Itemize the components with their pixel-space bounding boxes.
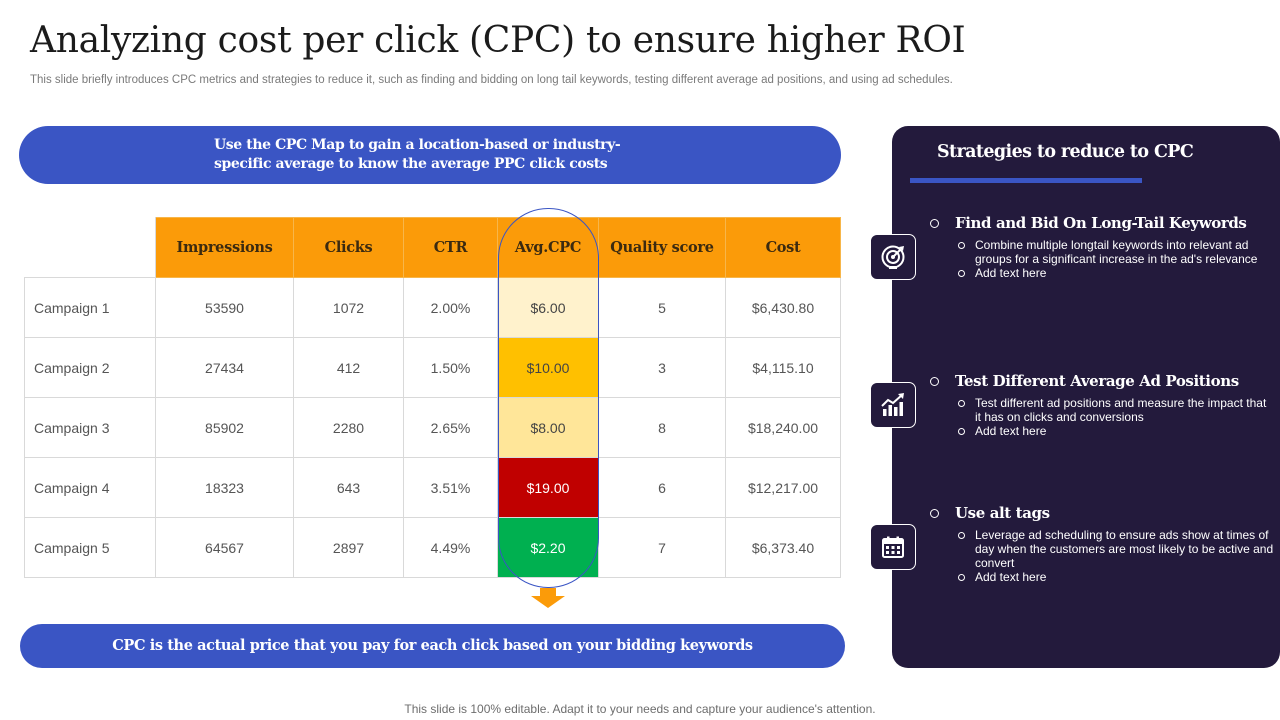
campaign-name: Campaign 3 — [24, 397, 156, 458]
strategy-item: Find and Bid On Long-Tail Keywords Combi… — [930, 214, 1275, 280]
top-banner-text: Use the CPC Map to gain a location-based… — [214, 137, 621, 172]
strategy-heading: Find and Bid On Long-Tail Keywords — [955, 214, 1247, 232]
strategy-heading: Use alt tags — [955, 504, 1050, 522]
cost-cell: $18,240.00 — [725, 397, 841, 458]
impressions-cell: 85902 — [155, 397, 294, 458]
header-impressions: Impressions — [155, 217, 294, 278]
bullet-icon — [930, 218, 939, 228]
cpc-table: Impressions Clicks CTR Avg.CPC Quality s… — [24, 217, 841, 578]
table-row: Campaign 3 85902 2280 2.65% $8.00 8 $18,… — [24, 397, 841, 458]
campaign-name: Campaign 5 — [24, 517, 156, 578]
clicks-cell: 1072 — [293, 277, 404, 338]
quality-score-cell: 5 — [598, 277, 726, 338]
strategy-heading: Test Different Average Ad Positions — [955, 372, 1239, 390]
table-row: Campaign 5 64567 2897 4.49% $2.20 7 $6,3… — [24, 517, 841, 578]
growth-chart-icon — [870, 382, 916, 428]
table-corner-cell — [24, 217, 156, 278]
calendar-icon — [870, 524, 916, 570]
clicks-cell: 2280 — [293, 397, 404, 458]
quality-score-cell: 3 — [598, 337, 726, 398]
header-avg-cpc: Avg.CPC — [497, 217, 599, 278]
footer-note: This slide is 100% editable. Adapt it to… — [404, 702, 876, 716]
strategy-bullet: Add text here — [957, 266, 1275, 280]
page-subtitle: This slide briefly introduces CPC metric… — [30, 74, 953, 86]
bottom-banner: CPC is the actual price that you pay for… — [20, 624, 845, 668]
ctr-cell: 1.50% — [403, 337, 498, 398]
quality-score-cell: 7 — [598, 517, 726, 578]
down-arrow-icon — [531, 588, 565, 608]
ctr-cell: 3.51% — [403, 457, 498, 518]
target-icon — [870, 234, 916, 280]
quality-score-cell: 8 — [598, 397, 726, 458]
impressions-cell: 64567 — [155, 517, 294, 578]
strategy-item: Use alt tags Leverage ad scheduling to e… — [930, 504, 1275, 584]
cost-cell: $12,217.00 — [725, 457, 841, 518]
strategy-bullet: Test different ad positions and measure … — [957, 396, 1275, 424]
strategy-bullet: Add text here — [957, 424, 1275, 438]
strategies-panel: Strategies to reduce to CPC Find and Bid… — [870, 126, 1280, 668]
header-cost: Cost — [725, 217, 841, 278]
clicks-cell: 412 — [293, 337, 404, 398]
panel-title: Strategies to reduce to CPC — [937, 142, 1194, 162]
page-title: Analyzing cost per click (CPC) to ensure… — [30, 20, 966, 61]
table-row: Campaign 2 27434 412 1.50% $10.00 3 $4,1… — [24, 337, 841, 398]
table-header-row: Impressions Clicks CTR Avg.CPC Quality s… — [24, 217, 841, 278]
cost-cell: $6,373.40 — [725, 517, 841, 578]
impressions-cell: 27434 — [155, 337, 294, 398]
campaign-name: Campaign 2 — [24, 337, 156, 398]
avg-cpc-cell: $10.00 — [497, 337, 599, 398]
ctr-cell: 4.49% — [403, 517, 498, 578]
clicks-cell: 2897 — [293, 517, 404, 578]
bullet-icon — [930, 508, 939, 518]
panel-title-underline — [910, 178, 1142, 183]
table-row: Campaign 1 53590 1072 2.00% $6.00 5 $6,4… — [24, 277, 841, 338]
header-ctr: CTR — [403, 217, 498, 278]
cost-cell: $6,430.80 — [725, 277, 841, 338]
cost-cell: $4,115.10 — [725, 337, 841, 398]
top-banner: Use the CPC Map to gain a location-based… — [19, 126, 841, 184]
avg-cpc-cell: $19.00 — [497, 457, 599, 518]
campaign-name: Campaign 4 — [24, 457, 156, 518]
avg-cpc-cell: $8.00 — [497, 397, 599, 458]
bottom-banner-text: CPC is the actual price that you pay for… — [112, 637, 753, 654]
strategy-bullet: Add text here — [957, 570, 1275, 584]
impressions-cell: 53590 — [155, 277, 294, 338]
header-clicks: Clicks — [293, 217, 404, 278]
quality-score-cell: 6 — [598, 457, 726, 518]
strategy-bullet: Combine multiple longtail keywords into … — [957, 238, 1275, 266]
table-row: Campaign 4 18323 643 3.51% $19.00 6 $12,… — [24, 457, 841, 518]
strategy-item: Test Different Average Ad Positions Test… — [930, 372, 1275, 438]
ctr-cell: 2.00% — [403, 277, 498, 338]
avg-cpc-cell: $6.00 — [497, 277, 599, 338]
header-quality-score: Quality score — [598, 217, 726, 278]
bullet-icon — [930, 376, 939, 386]
clicks-cell: 643 — [293, 457, 404, 518]
strategy-bullet: Leverage ad scheduling to ensure ads sho… — [957, 528, 1275, 570]
ctr-cell: 2.65% — [403, 397, 498, 458]
campaign-name: Campaign 1 — [24, 277, 156, 338]
impressions-cell: 18323 — [155, 457, 294, 518]
avg-cpc-cell: $2.20 — [497, 517, 599, 578]
